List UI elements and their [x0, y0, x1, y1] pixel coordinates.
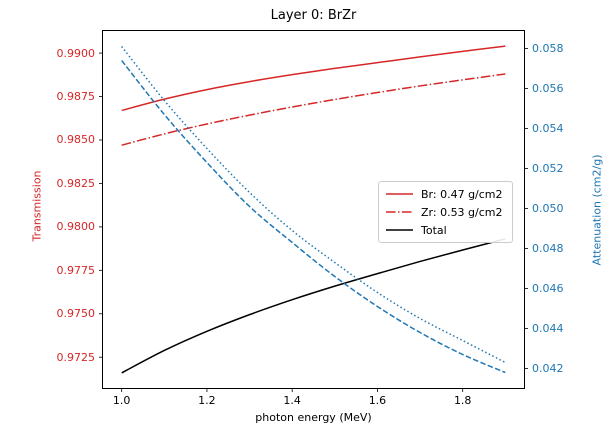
legend-line-sample [386, 193, 413, 195]
legend-entry-label: Br: 0.47 g/cm2 [421, 187, 503, 201]
x-tick-label: 1.8 [453, 394, 472, 407]
series-line-zr_transmission [121, 73, 506, 146]
y-left-tick-label: 0.9750 [56, 307, 96, 321]
y-right-tick-label: 0.048 [532, 242, 564, 255]
legend-entry: Total [386, 221, 503, 239]
y-right-tick-label: 0.056 [532, 82, 564, 95]
y-axis-label-right: Attenuation (cm2/g) [590, 154, 604, 266]
series-line-total_transmission [121, 238, 506, 374]
x-tick-label: 1.4 [283, 394, 301, 407]
y-left-tick-label: 0.9775 [56, 263, 96, 277]
legend-line-sample [386, 229, 413, 231]
series-line-attenuation_dotted [121, 46, 506, 364]
y-right-tick-label: 0.046 [532, 282, 564, 295]
y-right-tick-label: 0.058 [532, 42, 564, 55]
chart-title: Layer 0: BrZr [270, 8, 357, 23]
y-left-tick-label: 0.9800 [56, 220, 96, 234]
y-right-tick-label: 0.042 [532, 362, 564, 375]
y-right-tick-label: 0.050 [532, 202, 564, 215]
series-line-br_transmission [121, 45, 506, 112]
y-right-tick-label: 0.054 [532, 122, 564, 135]
y-left-tick-label: 0.9725 [56, 350, 96, 364]
y-left-tick-label: 0.9900 [56, 46, 96, 60]
y-left-tick-label: 0.9875 [56, 90, 96, 104]
series-line-attenuation_dashed [121, 60, 506, 374]
legend-line-sample [386, 211, 413, 213]
y-left-tick-label: 0.9825 [56, 176, 96, 190]
legend-entry: Zr: 0.53 g/cm2 [386, 203, 503, 221]
x-tick-label: 1.2 [198, 394, 216, 407]
legend-entry: Br: 0.47 g/cm2 [386, 185, 503, 203]
y-left-tick-label: 0.9850 [56, 133, 96, 147]
x-tick-label: 1.0 [112, 394, 131, 407]
y-right-tick-label: 0.044 [532, 322, 564, 335]
y-right-tick-label: 0.052 [532, 162, 564, 175]
legend: Br: 0.47 g/cm2 Zr: 0.53 g/cm2 Total [378, 181, 513, 243]
plot-border [102, 30, 525, 389]
x-tick-label: 1.6 [368, 394, 387, 407]
legend-entry-label: Total [421, 223, 447, 237]
x-axis-label: photon energy (MeV) [255, 411, 372, 424]
legend-entry-label: Zr: 0.53 g/cm2 [421, 205, 503, 219]
